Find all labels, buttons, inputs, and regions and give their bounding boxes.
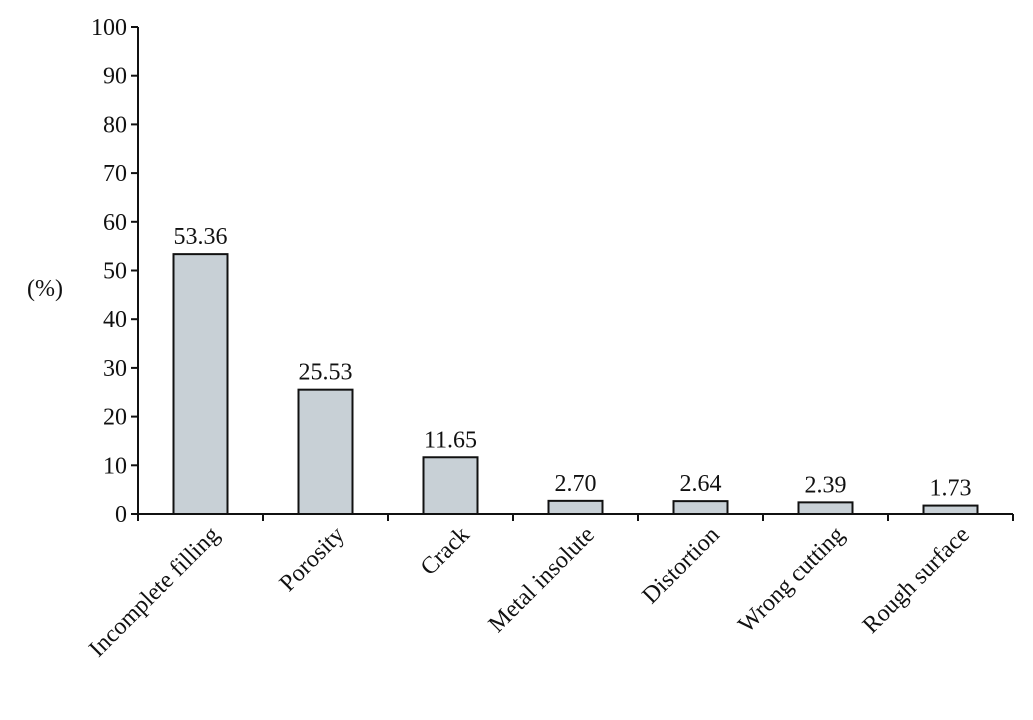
bar-value-label: 2.39	[805, 472, 847, 498]
bar	[797, 501, 854, 515]
y-axis-title: (%)	[27, 276, 63, 302]
bar-value-label: 53.36	[174, 224, 228, 250]
x-tick-label: Distortion	[638, 522, 725, 609]
bar	[922, 504, 979, 515]
bar-value-label: 2.70	[555, 471, 597, 497]
bar-value-label: 1.73	[930, 476, 972, 502]
bar-value-label: 11.65	[424, 427, 477, 453]
y-tick-label: 30	[103, 356, 127, 382]
y-tick-label: 0	[115, 502, 127, 528]
x-tick-label: Porosity	[275, 522, 350, 597]
x-tick-label: Crack	[416, 522, 475, 581]
y-tick-label: 10	[103, 453, 127, 479]
bar-value-label: 2.64	[680, 471, 722, 497]
x-tick-label: Rough surface	[858, 522, 975, 639]
y-tick-label: 90	[103, 64, 127, 90]
y-tick-label: 80	[103, 112, 127, 138]
y-tick-label: 70	[103, 161, 127, 187]
bar	[422, 456, 479, 515]
y-tick-label: 60	[103, 210, 127, 236]
y-tick-label: 40	[103, 307, 127, 333]
y-tick-label: 50	[103, 259, 127, 285]
bar	[672, 500, 729, 515]
x-tick-label: Incomplete filling	[84, 522, 224, 662]
bar	[297, 388, 354, 516]
bar	[172, 253, 229, 515]
y-tick-label: 20	[103, 405, 127, 431]
bar-value-label: 25.53	[299, 360, 353, 386]
y-tick-label: 100	[91, 15, 127, 41]
x-tick-label: Wrong cutting	[734, 522, 850, 638]
x-tick-label: Metal insolute	[484, 522, 600, 638]
bar	[547, 499, 604, 516]
